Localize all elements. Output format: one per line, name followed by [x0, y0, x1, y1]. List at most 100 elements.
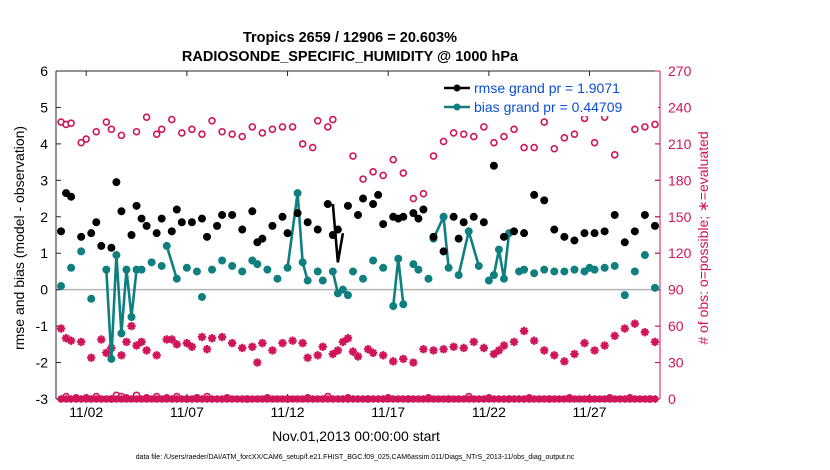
rmse-marker: [479, 218, 488, 227]
rmse-marker: [238, 225, 247, 234]
rmse-marker: [167, 227, 176, 236]
evaluated-count-marker: [429, 346, 438, 355]
rmse-marker: [283, 229, 292, 238]
evaluated-count-marker: [127, 321, 136, 331]
bias-marker: [102, 265, 111, 274]
evaluated-count-marker-bottom: [203, 395, 211, 403]
possible-count-marker: [288, 123, 297, 131]
evaluated-count-marker-bottom: [228, 395, 236, 403]
possible-count-marker: [313, 117, 322, 125]
evaluated-count-marker: [650, 337, 660, 347]
y-right-tick-label: 90: [668, 282, 684, 298]
bias-marker: [489, 271, 498, 280]
rmse-marker: [127, 231, 136, 239]
evaluated-count-marker-bottom: [505, 395, 513, 403]
possible-count-marker: [449, 129, 458, 137]
bias-marker: [127, 313, 136, 321]
evaluated-count-marker-bottom: [198, 395, 206, 403]
bias-marker: [122, 265, 131, 274]
y-left-tick-label: -3: [36, 391, 49, 407]
evaluated-count-marker-bottom: [349, 395, 357, 403]
evaluated-count-marker-bottom: [620, 395, 629, 403]
x-tick-label: 11/17: [371, 404, 405, 420]
bias-marker: [640, 251, 649, 260]
bias-marker: [107, 354, 116, 363]
evaluated-count-marker-bottom: [62, 395, 70, 403]
evaluated-count-marker: [66, 336, 76, 345]
evaluated-count-marker-bottom: [238, 395, 247, 403]
possible-count-marker: [389, 155, 398, 164]
evaluated-count-marker-bottom: [193, 395, 201, 403]
rmse-marker: [590, 229, 599, 238]
evaluated-count-marker: [399, 354, 408, 364]
bias-marker: [343, 291, 352, 300]
rmse-marker: [203, 232, 211, 241]
bias-marker: [590, 265, 599, 274]
rmse-marker: [409, 209, 418, 218]
bias-marker: [228, 261, 237, 270]
evaluated-count-marker-bottom: [560, 395, 569, 403]
bias-marker: [338, 285, 347, 294]
evaluated-count-marker-bottom: [72, 395, 80, 403]
evaluated-count-marker-bottom: [651, 395, 659, 403]
evaluated-count-marker-bottom: [273, 395, 282, 403]
evaluated-count-marker-bottom: [595, 395, 604, 403]
evaluated-count-marker-bottom: [600, 395, 609, 403]
possible-count-marker: [409, 194, 418, 203]
y-left-tick-label: 3: [40, 172, 48, 188]
legend-box: [440, 76, 658, 116]
evaluated-count-marker-bottom: [57, 395, 65, 403]
bias-marker: [67, 263, 76, 272]
bias-marker: [77, 247, 86, 256]
evaluated-count-marker: [162, 335, 171, 344]
evaluated-count-marker: [560, 357, 569, 366]
bias-marker: [182, 263, 191, 272]
evaluated-count-marker-bottom: [615, 395, 624, 403]
evaluated-count-marker-bottom: [469, 395, 478, 403]
rmse-marker: [57, 227, 66, 236]
evaluated-count-marker-bottom: [570, 395, 579, 403]
possible-count-marker: [369, 168, 377, 176]
bias-marker: [192, 267, 201, 276]
rmse-marker: [650, 221, 659, 230]
evaluated-count-marker-bottom: [243, 395, 252, 403]
evaluated-count-marker-bottom: [394, 395, 403, 403]
rmse-marker: [429, 232, 438, 241]
rmse-marker: [570, 236, 579, 245]
rmse-marker: [354, 210, 362, 219]
evaluated-count-marker-bottom: [369, 395, 377, 403]
rmse-marker: [117, 207, 126, 216]
bias-marker: [550, 267, 559, 276]
possible-count-marker: [238, 132, 247, 141]
evaluated-count-marker-bottom: [459, 395, 468, 403]
bias-marker: [424, 274, 433, 283]
rmse-marker: [323, 200, 332, 209]
evaluated-count-marker-bottom: [555, 395, 564, 403]
evaluated-count-marker: [142, 346, 151, 355]
possible-count-marker: [228, 130, 236, 138]
evaluated-count-marker-bottom: [414, 395, 423, 403]
rmse-marker: [197, 214, 206, 223]
bias-marker: [218, 256, 227, 265]
possible-count-marker: [469, 132, 478, 141]
rmse-marker: [77, 232, 86, 241]
bias-marker: [303, 276, 312, 285]
evaluated-count-marker: [167, 335, 176, 344]
evaluated-count-marker-bottom: [636, 395, 644, 403]
bias-marker: [172, 274, 181, 283]
bias-marker: [348, 267, 357, 276]
bias-marker: [540, 265, 549, 274]
bias-marker: [197, 292, 206, 301]
possible-count-marker: [459, 130, 468, 138]
evaluated-count-marker: [590, 346, 599, 355]
evaluated-count-marker-bottom: [173, 395, 181, 403]
bias-marker: [499, 274, 508, 283]
evaluated-count-marker-bottom: [590, 395, 599, 403]
bias-marker: [414, 265, 423, 274]
evaluated-count-marker-bottom: [565, 395, 574, 403]
bias-line-segment: [286, 192, 309, 281]
rmse-marker: [142, 221, 151, 230]
evaluated-count-marker: [363, 344, 373, 354]
rmse-marker: [530, 190, 539, 199]
evaluated-count-marker: [640, 327, 650, 337]
